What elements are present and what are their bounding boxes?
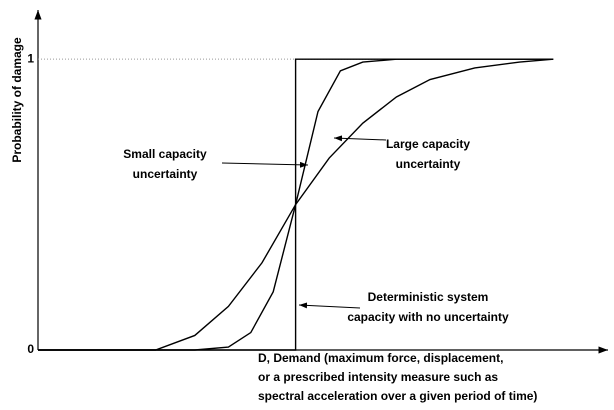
- x-axis-label: or a prescribed intensity measure such a…: [258, 370, 498, 384]
- y-tick-label: 0: [27, 342, 34, 356]
- annotation: uncertainty: [396, 157, 461, 171]
- x-axis-label: D, Demand (maximum force, displacement,: [258, 351, 503, 365]
- y-axis-label: Probability of damage: [10, 37, 24, 163]
- annotation: Deterministic system: [368, 290, 489, 304]
- curve: [38, 58, 554, 351]
- arrow: [221, 161, 309, 168]
- arrow: [298, 302, 361, 309]
- y-tick-label: 1: [27, 51, 34, 65]
- annotation: capacity with no uncertainty: [347, 310, 509, 324]
- annotation: Large capacity: [386, 137, 470, 151]
- x-axis-label: spectral acceleration over a given perio…: [258, 389, 537, 403]
- annotation: uncertainty: [133, 167, 198, 181]
- curve: [38, 58, 554, 351]
- annotation: Small capacity: [123, 147, 207, 161]
- arrow: [333, 135, 387, 142]
